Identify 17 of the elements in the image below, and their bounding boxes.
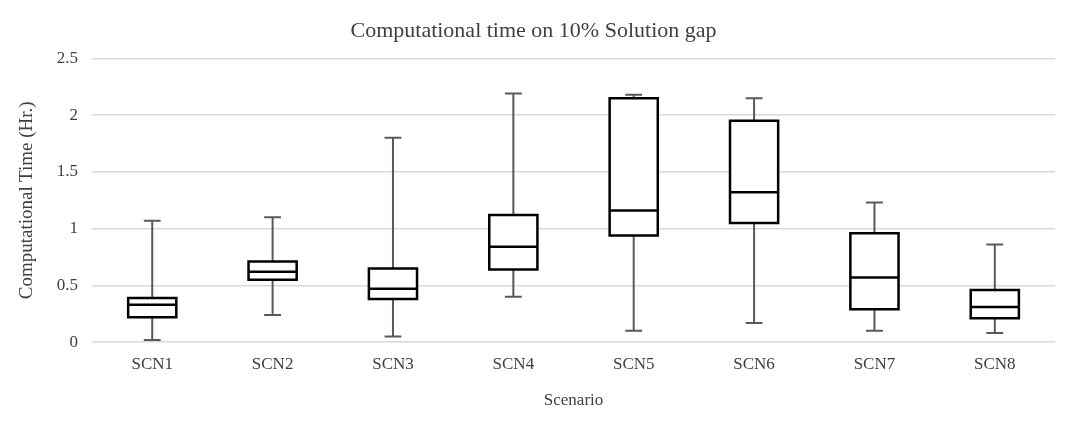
y-tick-label: 0.5 xyxy=(56,274,79,294)
x-tick-label: SCN5 xyxy=(612,353,655,373)
y-tick-label: 2.5 xyxy=(56,47,79,67)
x-tick-label: SCN4 xyxy=(492,353,535,373)
y-tick-label: 1.5 xyxy=(56,161,79,181)
x-tick-label: SCN7 xyxy=(853,353,896,373)
y-axis-title: Computational Time (Hr.) xyxy=(15,101,38,300)
y-tick-label: 2 xyxy=(69,104,79,124)
x-tick-label: SCN6 xyxy=(733,353,775,373)
x-axis-title: Scenario xyxy=(543,390,604,410)
x-tick-label: SCN1 xyxy=(131,353,174,373)
x-tick-label: SCN3 xyxy=(372,353,414,373)
x-tick-label: SCN2 xyxy=(251,353,294,373)
x-tick-label: SCN8 xyxy=(974,353,1016,373)
y-tick-label: 0 xyxy=(69,331,79,351)
y-tick-label: 1 xyxy=(69,218,79,238)
chart-title: Computational time on 10% Solution gap xyxy=(350,16,717,42)
